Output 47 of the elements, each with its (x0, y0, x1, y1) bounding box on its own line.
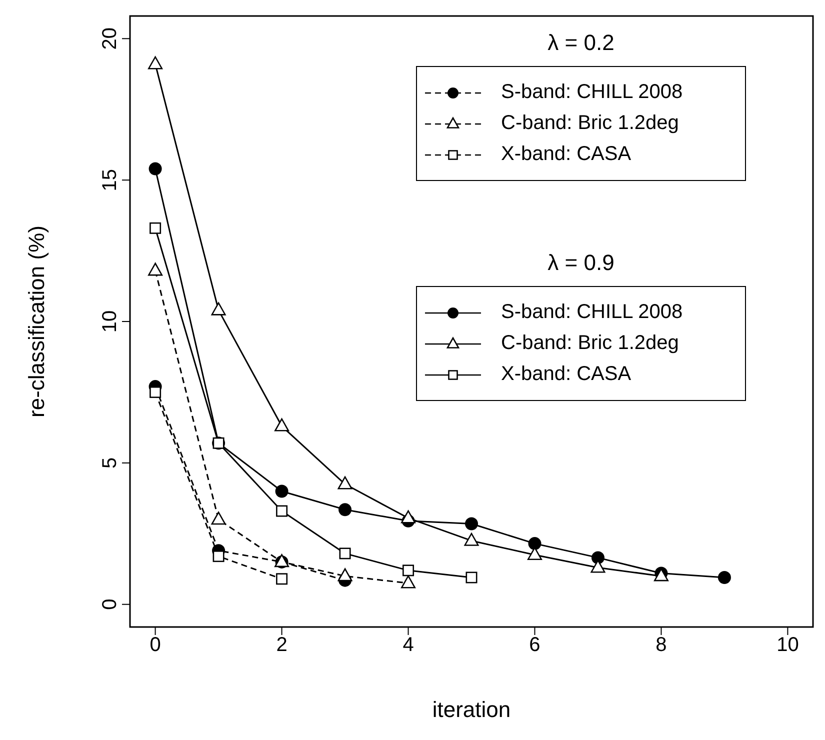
point (275, 484, 288, 498)
legend-label: X-band: CASA (501, 143, 632, 166)
annotation: λ = 0.9 (546, 250, 616, 276)
point (276, 573, 288, 585)
legend-label: S-band: CHILL 2008 (501, 301, 683, 324)
point (401, 575, 416, 588)
y-tick-label: 15 (99, 168, 121, 192)
x-tick-label: 8 (656, 634, 667, 656)
point (276, 505, 288, 517)
point (212, 550, 224, 562)
legend-label: C-band: Bric 1.2deg (501, 332, 679, 355)
point (528, 537, 542, 550)
point (401, 510, 416, 524)
point (150, 222, 162, 234)
point (148, 262, 163, 276)
point (148, 162, 162, 176)
x-tick-label: 2 (276, 634, 288, 656)
point (339, 548, 351, 560)
legend-label: S-band: CHILL 2008 (501, 81, 683, 104)
point (150, 386, 162, 398)
x-axis-title: iteration (432, 697, 511, 722)
point (211, 302, 226, 316)
point (402, 564, 414, 576)
point (590, 560, 606, 573)
x-tick-label: 6 (529, 634, 540, 656)
x-tick-label: 4 (402, 634, 414, 656)
y-tick-label: 5 (99, 457, 121, 468)
legend-label: C-band: Bric 1.2deg (501, 112, 679, 135)
point (465, 517, 478, 530)
y-tick-label: 10 (99, 310, 121, 333)
point (211, 512, 226, 525)
x-tick-label: 0 (150, 634, 161, 656)
y-tick-label: 0 (99, 598, 121, 610)
point (464, 532, 479, 546)
legend-label: X-band: CASA (501, 363, 632, 386)
y-axis-title: re-classification (%) (24, 226, 49, 418)
point (527, 547, 542, 560)
x-tick-label: 10 (776, 634, 799, 656)
point (274, 418, 290, 432)
point (338, 503, 352, 516)
point (338, 476, 352, 490)
point (718, 571, 731, 584)
point (466, 572, 478, 584)
legend-title: λ = 0.2 (546, 30, 616, 56)
point (338, 568, 352, 582)
point (148, 56, 163, 70)
y-tick-label: 20 (99, 28, 121, 50)
